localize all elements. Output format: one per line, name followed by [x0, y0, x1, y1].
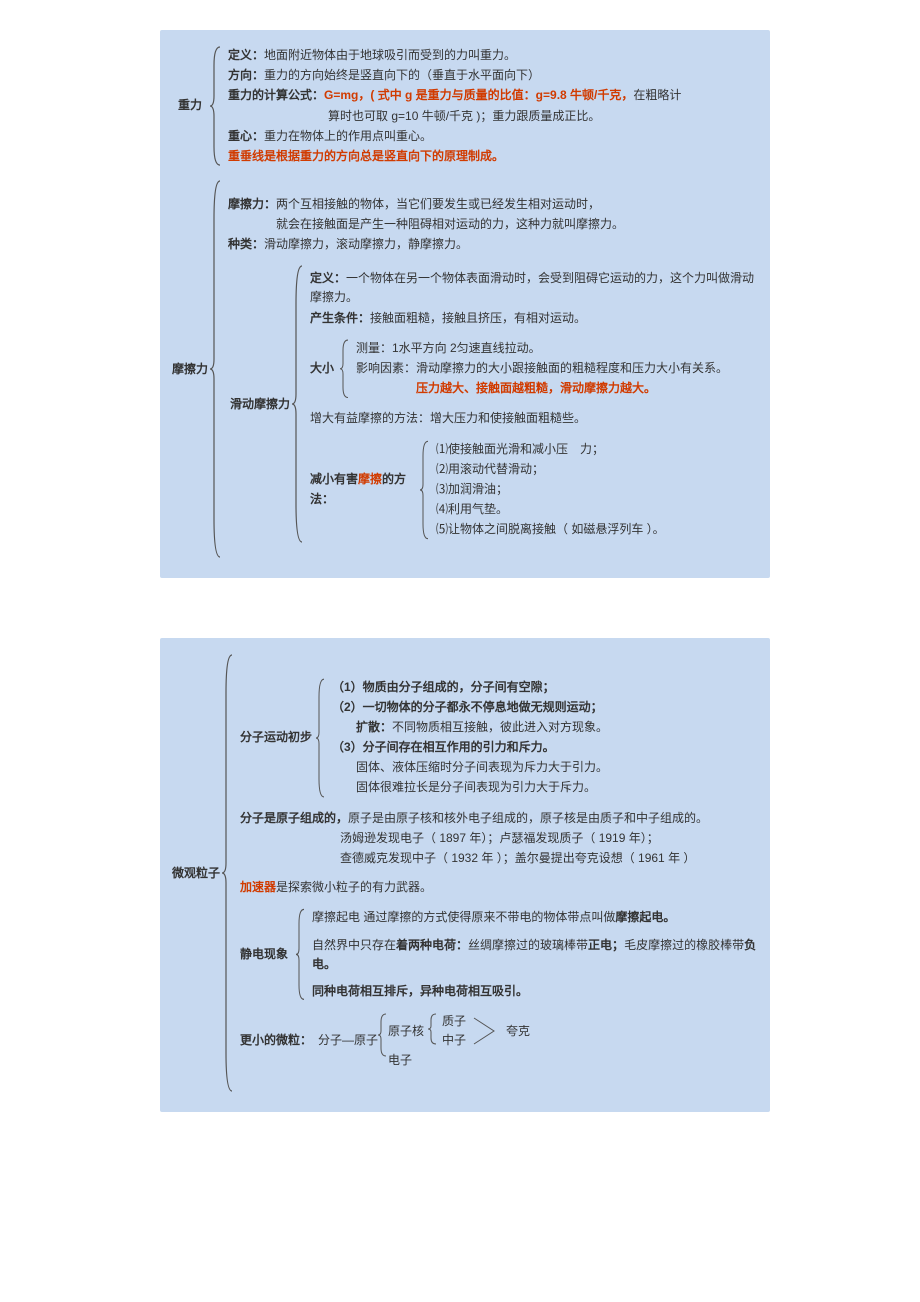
friction-section: 摩擦力 摩擦力：两个互相接触的物体，当它们要发生或已经发生相对运动时， 就会在接… — [170, 179, 760, 559]
mol-p2: （2）一切物体的分子都永不停息地做无规则运动； — [332, 698, 760, 717]
friction-label: 摩擦力 — [170, 360, 210, 379]
static-l2d: 正电； — [588, 938, 624, 952]
increase-friction: 增大有益摩擦的方法：增大压力和使接触面粗糙些。 — [310, 409, 760, 428]
friction-def-label: 摩擦力： — [228, 197, 276, 211]
atom-line3: 查德威克发现中子（ 1932 年 ）；盖尔曼提出夸克设想（ 1961 年 ） — [240, 849, 760, 868]
diffusion-text: 不同物质相互接触，彼此进入对方现象。 — [392, 720, 608, 734]
brace-icon — [292, 264, 304, 544]
gravity-dir: 重力的方向始终是竖直向下的（垂直于水平面向下） — [264, 68, 540, 82]
physics-panel-particles: 微观粒子 分子运动初步 （1）物质由分子组成的，分子间有空隙； （2）一切物体的… — [160, 638, 770, 1112]
atom-pre: 分子是原子组成的， — [240, 811, 348, 825]
accel-text: 是探索微小粒子的有力武器。 — [276, 880, 432, 894]
brace-icon — [296, 907, 306, 1002]
nucleus: 原子核 — [388, 1022, 424, 1041]
sliding-friction-block: 滑动摩擦力 定义：一个物体在另一个物体表面滑动时，会受到阻碍它运动的力，这个力叫… — [228, 264, 760, 544]
plumb-line: 重垂线是根据重力的方向总是竖直向下的原理制成。 — [228, 147, 760, 166]
accel-red: 加速器 — [240, 880, 276, 894]
neutron: 中子 — [442, 1031, 466, 1050]
brace-icon — [340, 338, 350, 400]
brace-icon — [210, 179, 222, 559]
micro-particle-section: 微观粒子 分子运动初步 （1）物质由分子组成的，分子间有空隙； （2）一切物体的… — [170, 653, 760, 1093]
proton: 质子 — [442, 1012, 466, 1031]
measure: 测量：1水平方向 2匀速直线拉动。 — [356, 339, 760, 358]
friction-def2: 就会在接触面是产生一种阻碍相对运动的力，这种力就叫摩擦力。 — [228, 215, 760, 234]
sliding-label: 滑动摩擦力 — [228, 395, 292, 414]
types-text: 滑动摩擦力，滚动摩擦力，静摩擦力。 — [264, 237, 468, 251]
sl-def: 一个物体在另一个物体表面滑动时，会受到阻碍它运动的力，这个力叫做滑动摩擦力。 — [310, 271, 754, 304]
brace-icon — [378, 1012, 388, 1058]
molecular-motion-block: 分子运动初步 （1）物质由分子组成的，分子间有空隙； （2）一切物体的分子都永不… — [240, 677, 760, 799]
friction-def1: 两个互相接触的物体，当它们要发生或已经发生相对运动时， — [276, 197, 600, 211]
mol-label: 分子运动初步 — [240, 728, 316, 747]
gravity-def: 地面附近物体由于地球吸引而受到的力叫重力。 — [264, 48, 516, 62]
d1: ⑴使接触面光滑和减小压 力； — [436, 440, 760, 459]
static-l1a: 摩擦起电 通过摩擦的方式使得原来不带电的物体带点叫做 — [312, 910, 615, 924]
static-l2e: 毛皮摩擦过的橡胶棒带 — [624, 938, 744, 952]
cog-label: 重心： — [228, 129, 264, 143]
decrease-label: 减小有害摩擦的方法： — [310, 470, 420, 508]
static-l1b: 摩擦起电。 — [615, 910, 675, 924]
d3: ⑶加润滑油； — [436, 480, 760, 499]
formula-tail: 在粗略计 — [633, 88, 681, 102]
types-label: 种类： — [228, 237, 264, 251]
brace-icon — [316, 677, 326, 799]
brace-icon — [420, 439, 430, 541]
decrease-pre: 减小有害 — [310, 472, 358, 486]
factors-red: 压力越大、接触面越粗糙，滑动摩擦力越大。 — [356, 379, 760, 398]
sl-cond-label: 产生条件： — [310, 311, 370, 325]
size-block: 大小 测量：1水平方向 2匀速直线拉动。 影响因素：滑动摩擦力的大小跟接触面的粗… — [310, 338, 760, 400]
gravity-label: 重力 — [170, 96, 210, 115]
static-l3: 同种电荷相互排斥，异种电荷相互吸引。 — [312, 982, 760, 1001]
formula-line2: 算时也可取 g=10 牛顿/千克 )；重力跟质量成正比。 — [228, 107, 760, 126]
quark: 夸克 — [506, 1022, 530, 1041]
mol-p3a: 固体、液体压缩时分子间表现为斥力大于引力。 — [332, 758, 760, 777]
brace-icon — [210, 45, 222, 167]
d2: ⑵用滚动代替滑动； — [436, 460, 760, 479]
mol-p1: （1）物质由分子组成的，分子间有空隙； — [332, 678, 760, 697]
static-label: 静电现象 — [240, 945, 296, 964]
atom-line2: 汤姆逊发现电子（ 1897 年）；卢瑟福发现质子（ 1919 年）； — [240, 829, 760, 848]
static-electricity-block: 静电现象 摩擦起电 通过摩擦的方式使得原来不带电的物体带点叫做摩擦起电。 自然界… — [240, 907, 760, 1002]
mol-p3: （3）分子间存在相互作用的引力和斥力。 — [332, 738, 760, 757]
gravity-section: 重力 定义：地面附近物体由于地球吸引而受到的力叫重力。 方向：重力的方向始终是竖… — [170, 45, 760, 167]
smaller-particles-block: 更小的微粒： 分子—原子 原子核 质子 中子 — [240, 1012, 760, 1070]
electron: 电子 — [388, 1051, 530, 1070]
formula-red: G=mg，( 式中 g 是重力与质量的比值：g=9.8 牛顿/千克， — [324, 88, 633, 102]
static-l2b: 着两种电荷： — [396, 938, 468, 952]
d4: ⑷利用气垫。 — [436, 500, 760, 519]
brace-icon — [428, 1012, 438, 1046]
dir-label: 方向： — [228, 68, 264, 82]
micro-label: 微观粒子 — [170, 864, 222, 883]
factors: 影响因素：滑动摩擦力的大小跟接触面的粗糙程度和压力大小有关系。 — [356, 359, 760, 378]
molecule-atom: 分子—原子 — [318, 1031, 378, 1050]
def-label: 定义： — [228, 48, 264, 62]
smaller-label: 更小的微粒： — [240, 1031, 318, 1050]
d5: ⑸让物体之间脱离接触（ 如磁悬浮列车 ）。 — [436, 520, 760, 539]
decrease-block: 减小有害摩擦的方法： ⑴使接触面光滑和减小压 力； ⑵用滚动代替滑动； ⑶加润滑… — [310, 439, 760, 541]
static-l2c: 丝绸摩擦过的玻璃棒带 — [468, 938, 588, 952]
mol-p3b: 固体很难拉长是分子间表现为引力大于斥力。 — [332, 778, 760, 797]
physics-panel-forces: 重力 定义：地面附近物体由于地球吸引而受到的力叫重力。 方向：重力的方向始终是竖… — [160, 30, 770, 578]
size-label: 大小 — [310, 359, 340, 378]
formula-label: 重力的计算公式： — [228, 88, 324, 102]
cog-text: 重力在物体上的作用点叫重心。 — [264, 129, 432, 143]
sl-cond: 接触面粗糙，接触且挤压，有相对运动。 — [370, 311, 586, 325]
static-l2a: 自然界中只存在 — [312, 938, 396, 952]
diffusion-label: 扩散： — [356, 720, 392, 734]
decrease-red: 摩擦 — [358, 472, 382, 486]
sl-def-label: 定义： — [310, 271, 346, 285]
angle-bracket-icon — [472, 1014, 502, 1048]
brace-icon — [222, 653, 234, 1093]
atom-text: 原子是由原子核和核外电子组成的，原子核是由质子和中子组成的。 — [348, 811, 708, 825]
